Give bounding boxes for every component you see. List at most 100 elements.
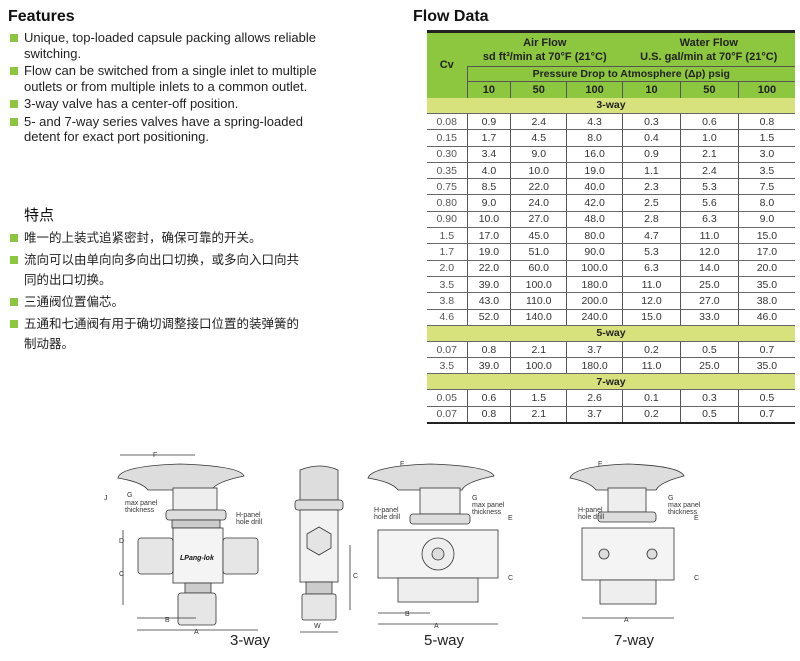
flow-cell: 9.0 [510,146,567,163]
flow-cell: 0.3 [679,389,739,407]
flow-cell: 2.3 [622,178,681,196]
flow-cell: 0.7 [737,406,795,424]
flow-cell: 35.0 [737,357,795,375]
cv-cell: 0.05 [427,389,467,407]
flow-cell: 14.0 [679,260,739,277]
flow-cell: 2.5 [622,194,681,212]
svg-text:H-panel: H-panel [578,507,603,514]
flow-cell: 3.7 [566,406,623,424]
flow-cell: 20.0 [737,260,795,277]
table-row: 0.30 3.4 9.0 16.0 0.9 2.1 3.0 [427,146,795,163]
svg-text:max panel: max panel [472,502,505,509]
pressure-col-header: 50 [510,81,567,98]
flow-cell: 5.6 [679,194,739,212]
svg-text:F: F [153,452,157,459]
flow-cell: 4.5 [510,129,567,147]
brand-logo-text: LPang-lok [180,555,215,562]
flow-cell: 8.0 [566,129,623,147]
caption-3-way: 3-way [230,632,271,649]
feature-text: Flow can be switched from a single inlet… [24,63,317,94]
flow-cell: 11.0 [622,276,681,294]
svg-text:max panel: max panel [125,500,158,507]
features-list: Unique, top-loaded capsule packing allow… [8,30,328,147]
feature-item: 唯一的上装式追紧密封，确保可靠的开关。 [8,228,308,248]
cv-cell: 0.30 [427,146,467,163]
flow-cell: 0.2 [622,406,681,424]
cv-cell: 1.7 [427,243,467,261]
features-cn-title: 特点 [24,206,55,224]
cv-cell: 0.35 [427,162,467,180]
flow-cell: 0.6 [679,113,739,131]
water-flow-header: Water Flow U.S. gal/min at 70°F (21°C) [622,31,795,67]
flow-cell: 0.8 [466,406,511,424]
cv-cell: 0.75 [427,178,467,196]
section-label: 7-way [427,373,795,391]
cv-cell: 3.8 [427,292,467,310]
cv-cell: 4.6 [427,309,467,326]
feature-text: 流向可以由单向向多向出口切换，或多向入口向共同的出口切换。 [24,252,300,287]
flow-cell: 0.9 [466,113,511,131]
bullet-icon [10,298,18,306]
flow-cell: 0.4 [622,129,681,147]
flow-cell: 4.3 [566,113,623,131]
flow-cell: 39.0 [466,357,511,375]
svg-text:C: C [508,575,513,582]
table-row: 0.80 9.0 24.0 42.0 2.5 5.6 8.0 [427,194,795,212]
pressure-col-header: 100 [566,81,623,98]
flow-cell: 33.0 [679,309,739,326]
flow-cell: 52.0 [466,309,511,326]
flow-cell: 0.8 [466,341,511,359]
table-row: 0.07 0.8 2.1 3.7 0.2 0.5 0.7 [427,406,795,424]
flow-cell: 27.0 [510,211,567,229]
flow-cell: 100.0 [510,276,567,294]
table-row: 0.05 0.6 1.5 2.6 0.1 0.3 0.5 [427,389,795,407]
flow-cell: 15.0 [737,227,795,245]
svg-text:E: E [694,515,699,522]
flow-cell: 40.0 [566,178,623,196]
flow-data-table: Cv Air Flow sd ft³/min at 70°F (21°C) Wat… [427,30,795,424]
flow-cell: 35.0 [737,276,795,294]
flow-cell: 240.0 [566,309,623,326]
svg-text:A: A [624,617,629,624]
features-title: Features [8,8,75,25]
flow-cell: 2.4 [510,113,567,131]
flow-cell: 8.5 [466,178,511,196]
svg-text:hole drill: hole drill [374,514,401,521]
flow-cell: 48.0 [566,211,623,229]
cv-header: Cv [427,31,467,98]
flow-cell: 46.0 [737,309,795,326]
features-cn-list: 唯一的上装式追紧密封，确保可靠的开关。流向可以由单向向多向出口切换，或多向入口向… [8,228,308,356]
flow-cell: 38.0 [737,292,795,310]
svg-text:C: C [119,571,124,578]
flow-cell: 22.0 [466,260,511,277]
flow-cell: 1.1 [622,162,681,180]
table-row: 0.08 0.9 2.4 4.3 0.3 0.6 0.8 [427,113,795,131]
flow-cell: 0.7 [737,341,795,359]
cv-cell: 0.07 [427,406,467,424]
cv-cell: 0.80 [427,194,467,212]
table-row: 3.5 39.0 100.0 180.0 11.0 25.0 35.0 [427,357,795,375]
valve-drawings: LPang-lok F J G max panel thickness H-pa… [104,452,701,636]
svg-text:F: F [598,461,602,468]
pressure-col-header: 10 [622,81,681,98]
flow-cell: 7.5 [737,178,795,196]
flow-cell: 17.0 [737,243,795,261]
flow-cell: 1.7 [466,129,511,147]
bullet-icon [10,256,18,264]
svg-text:A: A [434,623,439,630]
flow-cell: 39.0 [466,276,511,294]
cv-cell: 0.15 [427,129,467,147]
cv-cell: 0.90 [427,211,467,229]
flow-cell: 1.5 [510,389,567,407]
bullet-icon [10,100,18,108]
table-row: 0.35 4.0 10.0 19.0 1.1 2.4 3.5 [427,162,795,180]
drawing-7-way: F H-panel hole drill G max panel thickne… [569,461,701,624]
section-label: 3-way [427,97,795,114]
flow-cell: 25.0 [679,276,739,294]
feature-text: 3-way valve has a center-off position. [24,96,239,111]
feature-text: 五通和七通阀有用于确切调整接口位置的装弹簧的制动器。 [24,316,300,351]
flow-cell: 0.1 [622,389,681,407]
table-row: 4.6 52.0 140.0 240.0 15.0 33.0 46.0 [427,309,795,326]
feature-text: 唯一的上装式追紧密封，确保可靠的开关。 [24,230,262,245]
flow-cell: 12.0 [679,243,739,261]
